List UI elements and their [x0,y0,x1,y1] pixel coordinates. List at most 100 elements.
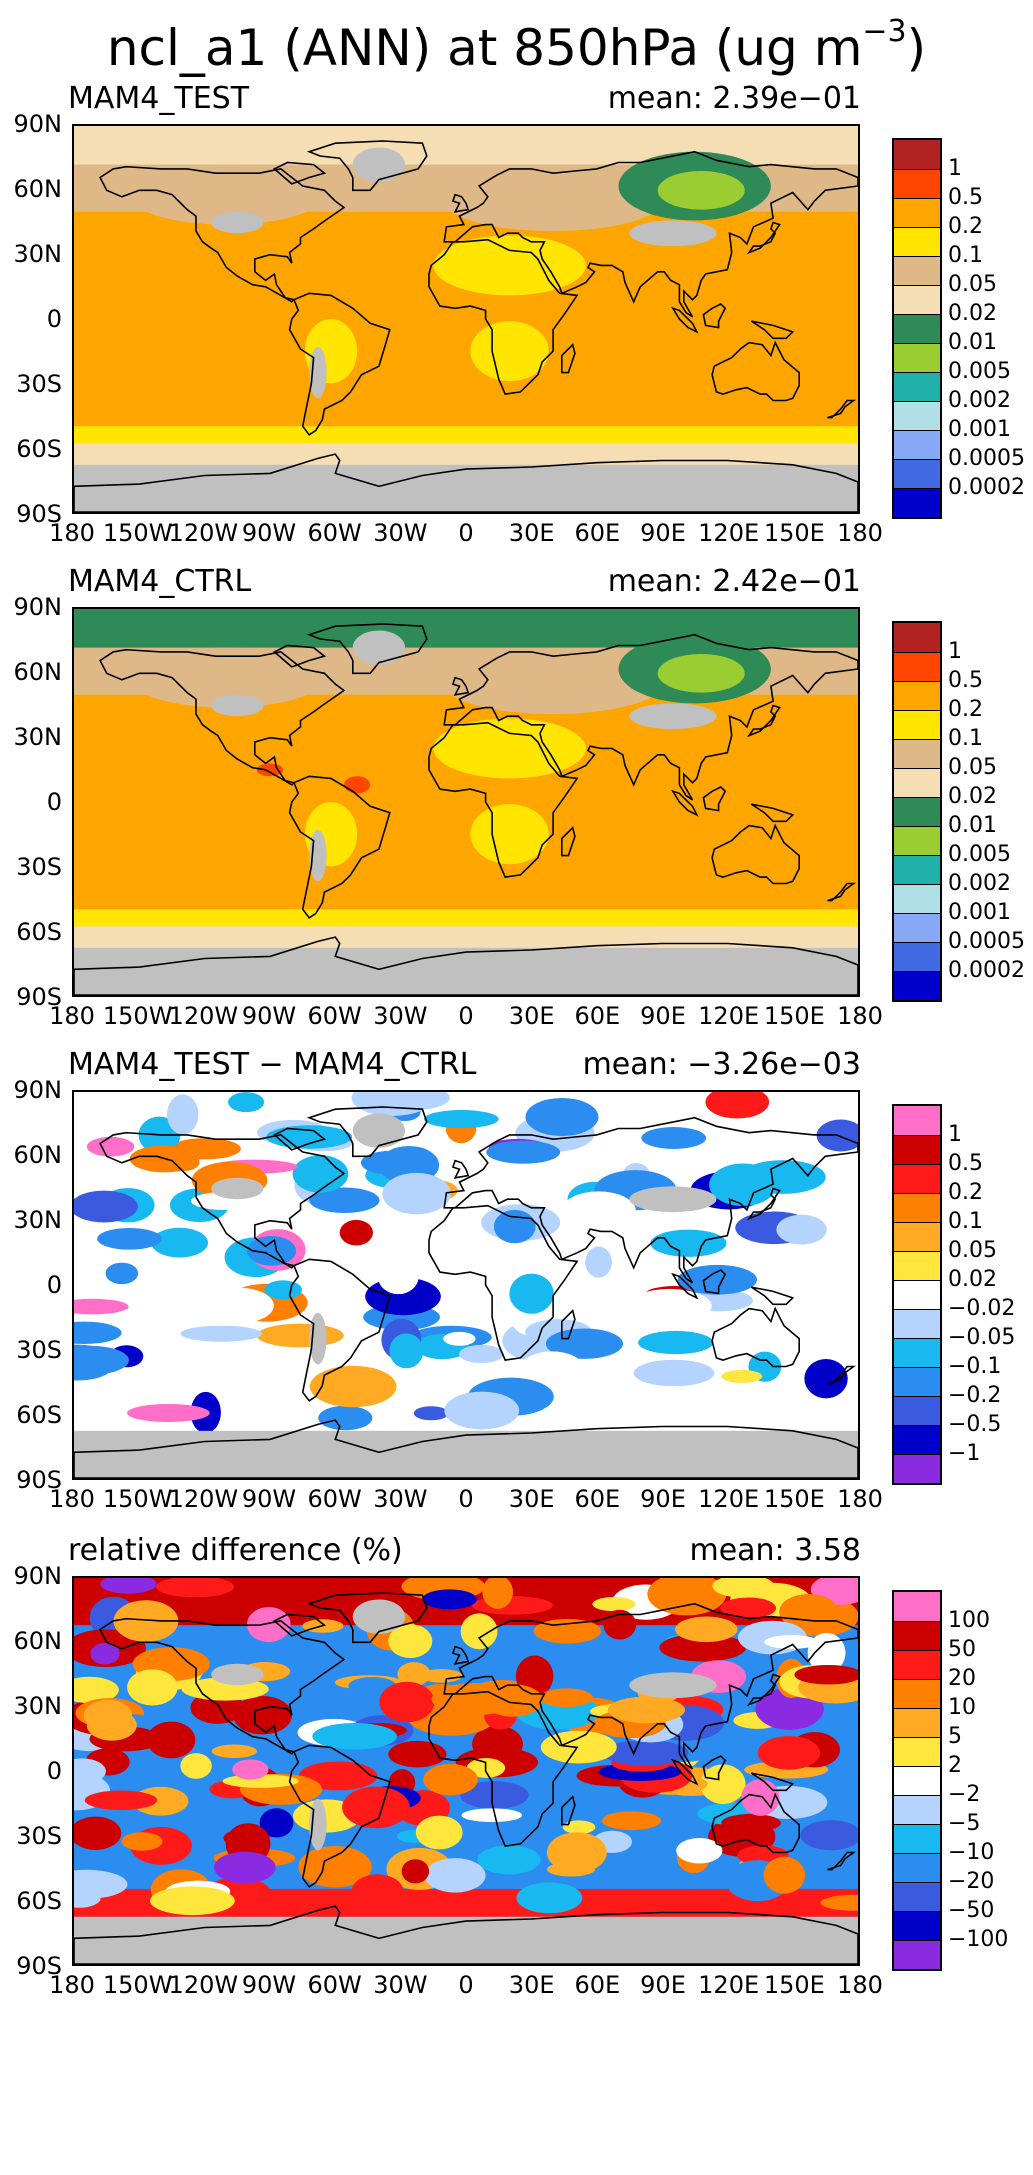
field-cell [228,1092,265,1113]
page-title: ncl_a1 (ANN) at 850hPa (ug m−3) [0,0,1033,77]
field-cell [100,1578,157,1594]
colorbar-label: 0.1 [948,1209,983,1234]
field-cell [74,1321,122,1345]
coastline-newGuinea [750,1772,795,1792]
field-cell [401,1859,430,1884]
lat-tick-label: 90S [16,1466,62,1494]
field-cell [638,1330,714,1355]
field-cell [211,1744,257,1758]
colorbar-label: −0.2 [948,1383,1002,1408]
field-cell [388,1624,433,1659]
field-cell [113,1600,179,1642]
colorbar-swatch [894,942,940,971]
colorbar-label: −2 [948,1782,981,1807]
lon-tick-label: 90W [241,1002,297,1030]
colorbar-swatch [894,1164,940,1193]
colorbar-label: 0.01 [948,330,997,355]
colorbar-label: 0.005 [948,359,1011,384]
coastline-antarctica [74,1419,858,1478]
lon-tick-label: 120W [168,1002,239,1030]
field-cell [627,1288,712,1324]
field-antarctic-missing [74,1430,858,1478]
lon-tick-label: 90E [640,1485,686,1513]
field-cell [712,1578,775,1598]
colorbar-swatch [894,343,940,372]
field-cell [298,1845,372,1888]
field-cell [461,1808,523,1823]
lon-tick-label: 60W [307,519,362,547]
field-cell [351,1092,433,1116]
field-cell [156,1578,235,1598]
field-cell [150,1886,235,1916]
lon-tick-label: 90W [241,1971,297,1999]
coastline-africa [428,1204,579,1361]
panel-title: MAM4_TEST − MAM4_CTRL [68,1047,477,1082]
lat-tick-label: 90N [13,1076,63,1104]
field-cell [424,1858,486,1893]
lat-tick-label: 90S [16,500,62,528]
field-cell [444,1391,520,1430]
lon-tick-label: 30W [373,519,428,547]
lon-tick-label: 0 [458,1485,474,1513]
coastline-newGuinea [750,1286,795,1306]
field-cell [382,1172,451,1215]
field-cell [641,1127,707,1149]
field-antarctic-missing [74,1916,858,1964]
colorbar-swatch [894,1106,940,1135]
coastline-sumatra [671,789,699,817]
colorbar-label: 20 [948,1666,976,1691]
coastline-baffin [272,644,327,668]
panel-mean: mean: 2.42e−01 [607,564,861,599]
coastline-baffin [272,1613,327,1637]
colorbar-label: 10 [948,1695,976,1720]
field-cell [84,1790,158,1810]
coastline-southAmerica [288,292,391,436]
lat-tick-label: 30N [13,1692,63,1720]
field-greenland-missing [352,147,406,182]
coastline-sumatra [671,1758,699,1786]
colorbar-label: 0.005 [948,842,1011,867]
field-cell [721,1369,763,1383]
colorbar-label: 0.0002 [948,958,1025,983]
field-cell [540,1688,593,1708]
colorbar-label: 0.0002 [948,475,1025,500]
panel-mean: mean: −3.26e−03 [582,1047,861,1082]
field-cell [659,1633,746,1662]
colorbar-label: 0.05 [948,755,997,780]
field-tibet-missing [629,1672,717,1699]
lon-tick-label: 150W [102,1971,173,1999]
field-cell [486,1140,561,1164]
field-cell [477,1845,541,1875]
lon-tick-label: 120W [168,1485,239,1513]
lon-tick-label: 120W [168,519,239,547]
colorbar [892,138,942,519]
lon-tick-label: 60E [574,1485,621,1513]
field-cell [233,1696,293,1735]
coastline-southAmerica [288,1744,391,1888]
field-russia [444,654,662,715]
colorbar-swatch [894,623,940,652]
colorbar-swatch [894,1280,940,1309]
field-cell [339,1219,373,1246]
map-plot [74,1578,858,1964]
map-plot [74,126,858,512]
field-cell [650,1229,727,1257]
colorbar-label: 0.5 [948,185,983,210]
colorbar-swatch [894,1621,940,1650]
field-cell [292,1155,349,1193]
coastline-newZealand [827,882,857,902]
colorbar [892,621,942,1002]
field-cell [804,1358,848,1399]
colorbar-swatch [894,797,940,826]
colorbar-label: −5 [948,1811,981,1836]
coastline-northAmerica [99,1131,346,1269]
lon-tick-label: 120E [698,519,760,547]
colorbar-swatch [894,459,940,488]
coastline-newZealand [827,399,857,419]
colorbar-swatch [894,372,940,401]
colorbar-label: 0.02 [948,301,997,326]
lon-tick-label: 150E [763,519,825,547]
lon-tick-label: 30W [373,1002,428,1030]
coastline-northAmerica [99,648,346,786]
coastline-japan [746,704,781,738]
